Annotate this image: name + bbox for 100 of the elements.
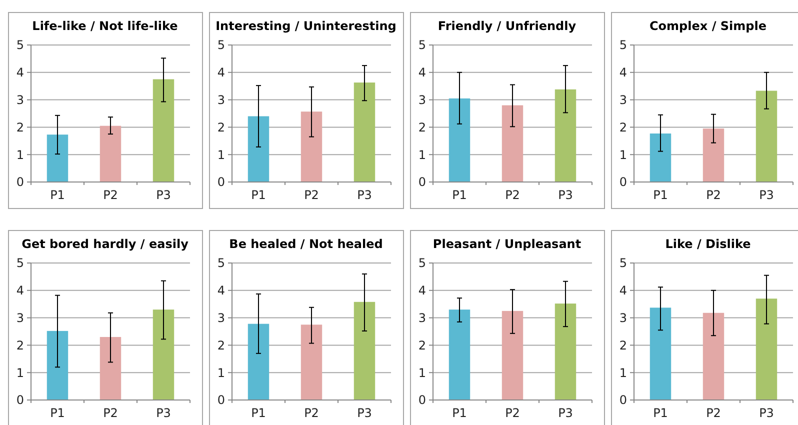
y-tick-label: 4 — [217, 284, 225, 298]
y-tick-label: 0 — [418, 393, 426, 408]
x-tick-label: P3 — [759, 406, 774, 420]
y-tick-label: 4 — [16, 66, 24, 80]
y-tick-label: 2 — [418, 120, 426, 134]
y-tick-label: 4 — [619, 66, 627, 80]
x-tick-label: P3 — [156, 188, 171, 202]
chart-title: Get bored hardly / easily — [22, 237, 189, 251]
y-tick-label: 1 — [619, 148, 627, 162]
x-tick-label: P2 — [304, 188, 319, 202]
y-tick-label: 2 — [217, 120, 225, 134]
chart-title: Pleasant / Unpleasant — [432, 237, 582, 251]
bar — [702, 128, 724, 182]
y-tick-label: 1 — [16, 148, 24, 162]
y-tick-label: 1 — [217, 366, 225, 380]
bar — [448, 98, 470, 182]
x-tick-label: P1 — [653, 406, 668, 420]
x-tick-label: P1 — [452, 188, 467, 202]
y-tick-label: 3 — [217, 93, 225, 107]
x-tick-label: P1 — [50, 406, 65, 420]
y-tick-label: 5 — [217, 38, 225, 52]
y-tick-label: 4 — [418, 284, 426, 298]
y-tick-label: 0 — [619, 393, 627, 408]
y-tick-label: 2 — [619, 120, 627, 134]
y-tick-label: 2 — [16, 338, 24, 352]
y-tick-label: 0 — [16, 393, 24, 408]
y-tick-label: 1 — [217, 148, 225, 162]
x-tick-label: P2 — [103, 406, 118, 420]
chart-title: Like / Dislike — [665, 237, 751, 251]
chart-title: Friendly / Unfriendly — [438, 19, 576, 33]
y-tick-label: 5 — [619, 38, 627, 52]
bar — [756, 298, 778, 400]
x-tick-label: P3 — [156, 406, 171, 420]
chart-title: Be healed / Not healed — [229, 237, 383, 251]
y-tick-label: 0 — [619, 175, 627, 190]
y-tick-label: 2 — [619, 338, 627, 352]
chart-title: Complex / Simple — [650, 19, 766, 33]
y-tick-label: 5 — [418, 38, 426, 52]
x-tick-label: P1 — [452, 406, 467, 420]
bar — [152, 310, 174, 400]
x-tick-label: P2 — [304, 406, 319, 420]
x-tick-label: P3 — [357, 406, 372, 420]
bar — [756, 90, 778, 182]
y-tick-label: 3 — [418, 93, 426, 107]
y-tick-label: 5 — [418, 256, 426, 270]
bar — [502, 105, 524, 182]
y-tick-label: 3 — [619, 93, 627, 107]
y-tick-label: 2 — [217, 338, 225, 352]
y-tick-label: 0 — [16, 175, 24, 190]
y-tick-label: 3 — [418, 311, 426, 325]
y-tick-label: 1 — [418, 148, 426, 162]
x-tick-label: P2 — [706, 406, 721, 420]
bar — [554, 89, 576, 182]
x-tick-label: P2 — [505, 406, 520, 420]
x-tick-label: P3 — [558, 188, 573, 202]
y-tick-label: 4 — [217, 66, 225, 80]
y-tick-label: 1 — [418, 366, 426, 380]
chart-title: Life-like / Not life-like — [32, 19, 178, 33]
y-tick-label: 0 — [217, 175, 225, 190]
bar — [502, 310, 524, 400]
y-tick-label: 5 — [16, 38, 24, 52]
x-tick-label: P1 — [50, 188, 65, 202]
y-tick-label: 2 — [418, 338, 426, 352]
y-tick-label: 4 — [418, 66, 426, 80]
x-tick-label: P3 — [759, 188, 774, 202]
y-tick-label: 4 — [619, 284, 627, 298]
bar — [46, 134, 68, 182]
bar — [702, 312, 724, 400]
y-tick-label: 1 — [16, 366, 24, 380]
y-tick-label: 3 — [16, 93, 24, 107]
bar — [650, 308, 672, 400]
x-tick-label: P2 — [706, 188, 721, 202]
bar — [248, 324, 270, 400]
y-tick-label: 4 — [16, 284, 24, 298]
y-tick-label: 0 — [217, 393, 225, 408]
bar — [448, 310, 470, 400]
y-tick-label: 5 — [217, 256, 225, 270]
y-tick-label: 1 — [619, 366, 627, 380]
y-tick-label: 3 — [619, 311, 627, 325]
bar — [554, 304, 576, 400]
x-tick-label: P3 — [558, 406, 573, 420]
x-tick-label: P1 — [653, 188, 668, 202]
y-tick-label: 3 — [217, 311, 225, 325]
bar — [248, 116, 270, 182]
bar — [354, 302, 376, 400]
y-tick-label: 0 — [418, 175, 426, 190]
bar — [100, 336, 122, 400]
chart-title: Interesting / Uninteresting — [216, 19, 396, 33]
x-tick-label: P1 — [251, 188, 266, 202]
y-tick-label: 5 — [619, 256, 627, 270]
x-tick-label: P3 — [357, 188, 372, 202]
x-tick-label: P2 — [103, 188, 118, 202]
bar — [46, 330, 68, 400]
bar — [354, 82, 376, 182]
bar — [152, 79, 174, 182]
x-tick-label: P1 — [251, 406, 266, 420]
bar — [100, 126, 122, 182]
y-tick-label: 2 — [16, 120, 24, 134]
bar — [300, 112, 322, 182]
bar — [650, 134, 672, 182]
